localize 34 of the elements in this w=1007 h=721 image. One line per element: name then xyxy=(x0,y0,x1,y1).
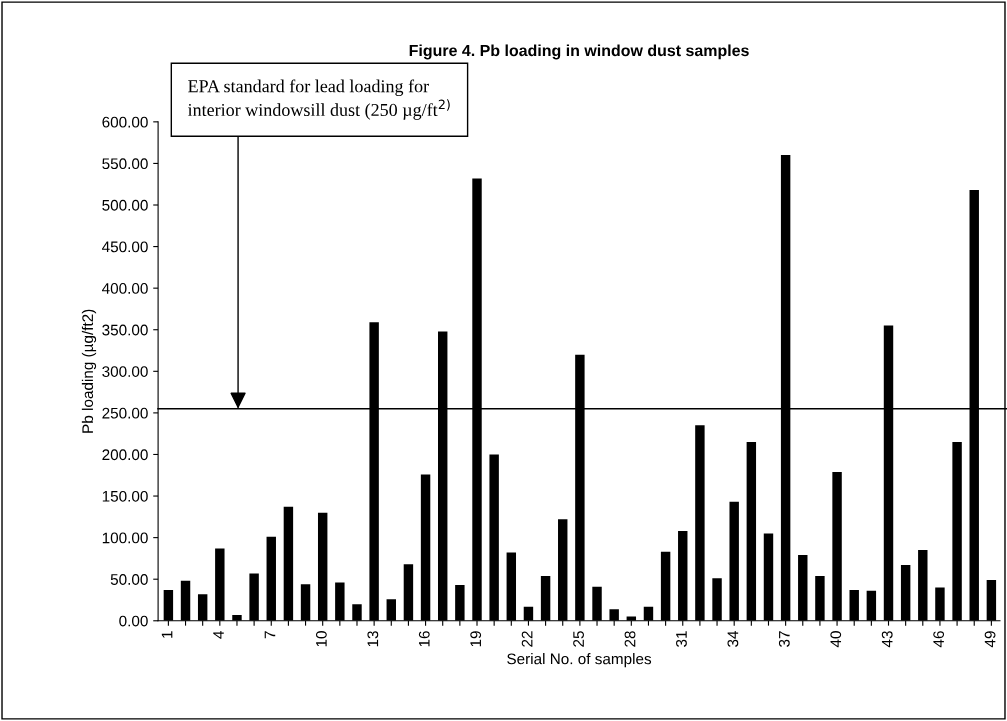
y-tick-label: 50.00 xyxy=(110,574,148,585)
x-axis-title: Serial No. of samples xyxy=(507,653,652,668)
y-tick-label: 450.00 xyxy=(102,241,148,253)
y-tick-label: 350.00 xyxy=(102,324,148,336)
x-tick-label: 1 xyxy=(161,631,173,638)
ref-line-label: EPA standard for lead loading for interior windowsill dust (250 µg/ft$^{2)}$ xyxy=(187,79,450,120)
y-tick-label: 250.00 xyxy=(102,407,148,419)
y-tick-label: 150.00 xyxy=(102,490,148,502)
y-tick-label: 0.00 xyxy=(119,615,148,627)
x-tick-label: 46 xyxy=(933,631,945,648)
x-tick-label: 37 xyxy=(778,631,790,647)
y-tick-label: 100.00 xyxy=(102,532,148,544)
y-tick-label: 300.00 xyxy=(102,366,148,377)
y-tick-label: 500.00 xyxy=(102,199,148,211)
x-tick-label: 10 xyxy=(315,631,327,647)
y-tick-label: 550.00 xyxy=(102,158,148,170)
y-tick-label: 200.00 xyxy=(102,449,148,461)
y-axis-title: Pb loading (µg/ft2) xyxy=(81,309,97,433)
x-tick-label: 4 xyxy=(213,630,224,639)
x-tick-label: 40 xyxy=(830,631,842,648)
x-tick-label: 31 xyxy=(676,631,687,647)
x-tick-label: 49 xyxy=(984,631,996,648)
x-tick-label: 7 xyxy=(264,631,276,639)
x-tick-label: 28 xyxy=(624,631,636,647)
x-tick-label: 43 xyxy=(881,631,893,648)
x-tick-label: 22 xyxy=(521,631,533,647)
x-tick-label: 25 xyxy=(573,631,584,647)
x-tick-label: 16 xyxy=(418,631,430,647)
x-tick-label: 13 xyxy=(367,631,379,647)
chart-title: Figure 4. Pb loading in window dust samples xyxy=(409,44,749,60)
y-tick-label: 600.00 xyxy=(102,116,148,128)
x-tick-label: 34 xyxy=(727,630,739,647)
x-tick-label: 19 xyxy=(470,631,482,647)
y-tick-label: 400.00 xyxy=(102,283,148,294)
